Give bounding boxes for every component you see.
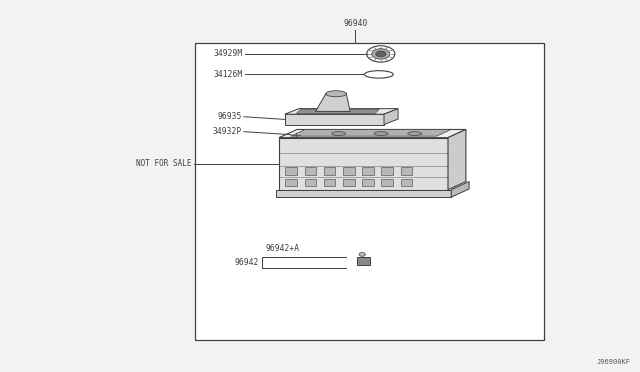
Text: 96942: 96942	[235, 258, 259, 267]
Bar	[401, 167, 412, 175]
Polygon shape	[296, 109, 380, 113]
Polygon shape	[279, 138, 448, 190]
Bar	[362, 179, 374, 186]
Ellipse shape	[408, 132, 422, 135]
Bar	[381, 167, 393, 175]
Polygon shape	[279, 129, 466, 138]
Polygon shape	[384, 109, 398, 125]
Polygon shape	[448, 129, 466, 190]
Bar	[195, 43, 544, 340]
Bar	[305, 167, 316, 175]
Circle shape	[292, 132, 301, 137]
Ellipse shape	[326, 91, 346, 97]
Bar	[362, 167, 374, 175]
Bar	[305, 179, 316, 186]
Text: 34929M: 34929M	[214, 49, 243, 58]
Bar	[357, 257, 370, 265]
Text: J96900KF: J96900KF	[596, 359, 630, 365]
Text: NOT FOR SALE: NOT FOR SALE	[136, 159, 192, 168]
Bar	[285, 179, 297, 186]
Text: 96942+A: 96942+A	[266, 244, 300, 253]
Circle shape	[376, 51, 386, 57]
Polygon shape	[291, 129, 451, 136]
Bar	[285, 167, 297, 175]
Bar	[324, 179, 335, 186]
Text: 34932P: 34932P	[212, 127, 242, 136]
Bar	[343, 179, 355, 186]
Polygon shape	[451, 182, 469, 197]
Polygon shape	[285, 114, 384, 125]
Ellipse shape	[332, 132, 346, 135]
Polygon shape	[285, 109, 398, 114]
Circle shape	[359, 253, 365, 256]
Text: 96940: 96940	[343, 19, 367, 28]
Bar	[343, 167, 355, 175]
Bar	[324, 167, 335, 175]
Circle shape	[372, 49, 390, 59]
Ellipse shape	[374, 132, 388, 135]
Text: 96935: 96935	[218, 112, 242, 121]
Text: 34126M: 34126M	[214, 70, 243, 79]
Bar	[381, 179, 393, 186]
Bar	[401, 179, 412, 186]
Polygon shape	[276, 190, 451, 197]
Polygon shape	[316, 94, 350, 112]
